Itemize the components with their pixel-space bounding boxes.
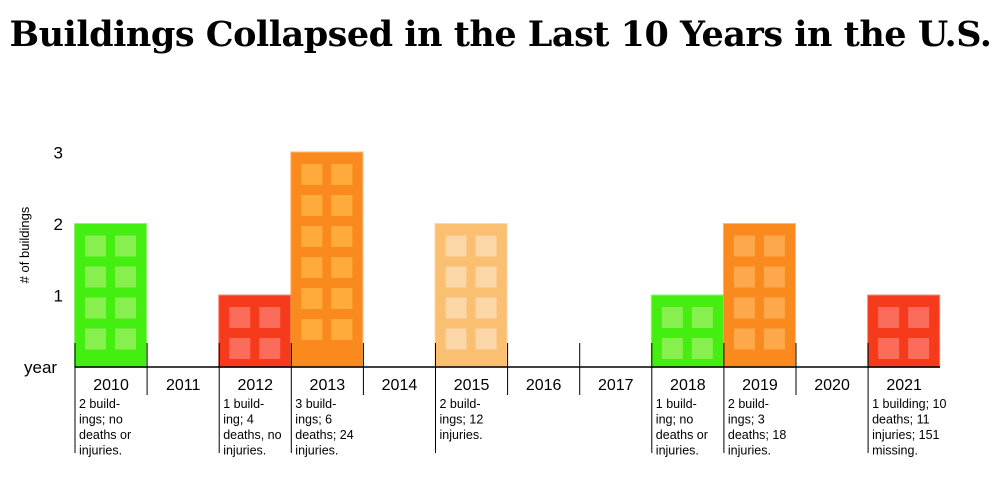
window (300, 318, 324, 341)
annotation-line: ing; 4 (223, 413, 254, 427)
window (762, 296, 786, 320)
annotation-line: 3 build- (295, 397, 336, 411)
window (84, 265, 108, 289)
annotation-line: ings; 12 (440, 413, 484, 427)
y-tick-label: 3 (54, 144, 63, 163)
annotation-line: deaths or (79, 428, 131, 442)
window (762, 265, 786, 289)
window (228, 306, 252, 329)
annotation-line: ings; 3 (728, 413, 765, 427)
x-tick-label: 2016 (526, 377, 562, 394)
window (228, 337, 252, 360)
x-tick-label: 2018 (670, 377, 706, 394)
annotation-line: deaths, no (223, 428, 281, 442)
window (732, 327, 756, 351)
annotation-line: ing; no (656, 413, 694, 427)
annotation-line: injuries. (440, 428, 483, 442)
window (84, 296, 108, 320)
window (84, 327, 108, 351)
window (258, 306, 282, 329)
y-tick-label: 2 (54, 215, 63, 234)
window (330, 318, 354, 341)
y-tick-label: 1 (54, 287, 63, 306)
window (660, 306, 684, 329)
window (114, 327, 138, 351)
annotation-line: injuries. (223, 444, 266, 458)
x-tick-label: 2017 (598, 377, 634, 394)
window (84, 234, 108, 258)
window (474, 265, 498, 289)
window (474, 234, 498, 258)
annotation-line: missing. (872, 444, 918, 458)
window (300, 194, 324, 217)
x-tick-label: 2015 (454, 377, 490, 394)
window (732, 234, 756, 258)
annotation-line: injuries. (295, 444, 338, 458)
annotation-line: 1 build- (223, 397, 264, 411)
x-tick-label: 2012 (237, 377, 273, 394)
window (300, 287, 324, 310)
window (444, 296, 468, 320)
annotation-line: ings; no (79, 413, 123, 427)
window (474, 296, 498, 320)
window (877, 337, 901, 360)
annotation-line: deaths; 11 (872, 413, 930, 427)
annotation-line: injuries. (656, 444, 699, 458)
window (114, 296, 138, 320)
annotation-line: deaths; 24 (295, 428, 353, 442)
window (258, 337, 282, 360)
annotation-line: 2 build- (440, 397, 481, 411)
x-tick-label: 2010 (93, 377, 129, 394)
window (444, 234, 468, 258)
window (732, 265, 756, 289)
window (444, 327, 468, 351)
x-axis-label: year (24, 358, 57, 377)
window (907, 337, 931, 360)
window (330, 225, 354, 248)
window (300, 163, 324, 186)
window (762, 327, 786, 351)
window (330, 194, 354, 217)
window (660, 337, 684, 360)
annotation-line: deaths; 18 (728, 428, 786, 442)
x-tick-label: 2020 (814, 377, 850, 394)
window (114, 234, 138, 258)
window (762, 234, 786, 258)
window (907, 306, 931, 329)
x-tick-label: 2019 (742, 377, 778, 394)
window (330, 256, 354, 279)
annotation-line: 2 build- (728, 397, 769, 411)
x-tick-label: 2021 (886, 377, 922, 394)
window (444, 265, 468, 289)
window (330, 163, 354, 186)
x-tick-label: 2011 (166, 377, 201, 394)
annotation-line: 2 build- (79, 397, 120, 411)
window (114, 265, 138, 289)
y-axis-label: # of buildings (17, 206, 32, 283)
window (300, 225, 324, 248)
x-tick-label: 2014 (382, 377, 418, 394)
annotation-line: injuries. (728, 444, 771, 458)
window (300, 256, 324, 279)
annotation-line: 1 building; 10 (872, 397, 946, 411)
window (877, 306, 901, 329)
window (690, 306, 714, 329)
window (330, 287, 354, 310)
annotation-line: injuries; 151 (872, 428, 939, 442)
window (690, 337, 714, 360)
window (732, 296, 756, 320)
annotation-line: 1 build- (656, 397, 697, 411)
annotation-line: injuries. (79, 444, 122, 458)
chart-title: Buildings Collapsed in the Last 10 Years… (9, 14, 992, 55)
x-tick-label: 2013 (310, 377, 346, 394)
window (474, 327, 498, 351)
annotation-line: deaths or (656, 428, 708, 442)
annotation-line: ings; 6 (295, 413, 332, 427)
